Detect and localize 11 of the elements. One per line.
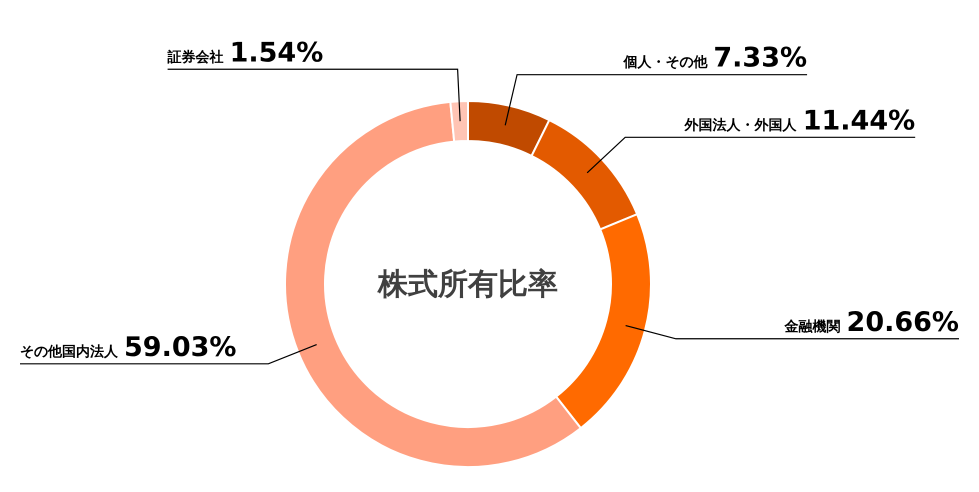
data-label: 59.03%: [124, 332, 236, 363]
slice-label: 外国法人・外国人: [684, 117, 798, 134]
data-label: 11.44%: [802, 105, 916, 136]
data-label: 7.33%: [713, 42, 808, 74]
data-label: 20.66%: [846, 306, 959, 338]
slice-label: その他国内法人: [20, 344, 119, 360]
data-label: 1.54%: [230, 37, 324, 68]
text: 株式所有比率: [377, 267, 558, 302]
slice-label: 個人・その他: [622, 54, 708, 71]
slice-label: 金融機関: [784, 318, 841, 335]
slice-label: 証券会社: [166, 48, 224, 66]
